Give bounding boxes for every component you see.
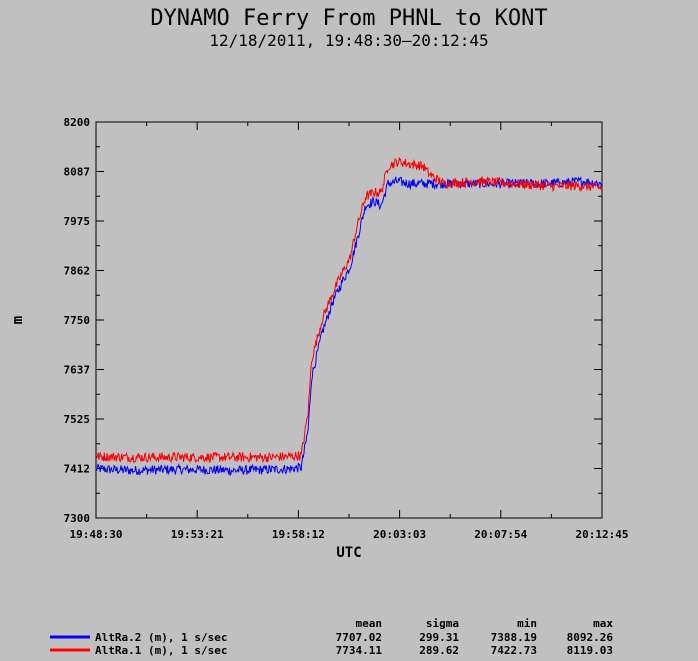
- stats-value: 7734.11: [336, 644, 383, 657]
- series-line-2: [95, 157, 603, 464]
- y-tick-label: 7300: [64, 512, 91, 525]
- y-tick-label: 7637: [64, 364, 91, 377]
- stats-value: 8092.26: [567, 631, 614, 644]
- stats-header: min: [517, 617, 537, 630]
- chart-subtitle: 12/18/2011, 19:48:30–20:12:45: [209, 31, 488, 50]
- y-tick-label: 7412: [64, 463, 91, 476]
- y-tick-label: 7525: [64, 413, 91, 426]
- y-axis: 7300 7412 7525 7637 7750 7862 7975 8087 8200: [64, 116, 602, 525]
- y-tick-label: 7750: [64, 314, 91, 327]
- stats-value: 8119.03: [567, 644, 613, 657]
- x-tick-label: 19:48:30: [70, 528, 123, 541]
- stats-header: mean: [356, 617, 383, 630]
- x-tick-label: 20:12:45: [576, 528, 629, 541]
- y-tick-label: 8200: [64, 116, 91, 129]
- x-axis: 19:48:30 19:53:21 19:58:12 20:03:03 20:07:54…: [70, 122, 629, 541]
- stats-header: max: [593, 617, 613, 630]
- x-tick-label: 19:53:21: [171, 528, 224, 541]
- series-line-1: [95, 175, 603, 477]
- legend-label: AltRa.2 (m), 1 s/sec: [95, 631, 227, 644]
- legend-label: AltRa.1 (m), 1 s/sec: [95, 644, 227, 657]
- y-tick-label: 8087: [64, 166, 91, 179]
- y-tick-label: 7862: [64, 265, 91, 278]
- chart-title: DYNAMO Ferry From PHNL to KONT: [150, 6, 547, 31]
- x-axis-label: UTC: [336, 545, 361, 561]
- stats-value: 299.31: [419, 631, 459, 644]
- x-tick-label: 20:07:54: [474, 528, 527, 541]
- series-group: [95, 157, 603, 477]
- y-tick-label: 7975: [64, 215, 91, 228]
- x-tick-label: 20:03:03: [373, 528, 426, 541]
- stats-value: 7422.73: [491, 644, 537, 657]
- y-axis-label: m: [10, 316, 26, 324]
- stats-value: 7707.02: [336, 631, 382, 644]
- legend: mean sigma min max AltRa.2 (m), 1 s/sec 7707.…: [50, 617, 613, 657]
- x-tick-label: 19:58:12: [272, 528, 325, 541]
- stats-value: 289.62: [419, 644, 459, 657]
- stats-header: sigma: [426, 617, 459, 630]
- stats-value: 7388.19: [491, 631, 537, 644]
